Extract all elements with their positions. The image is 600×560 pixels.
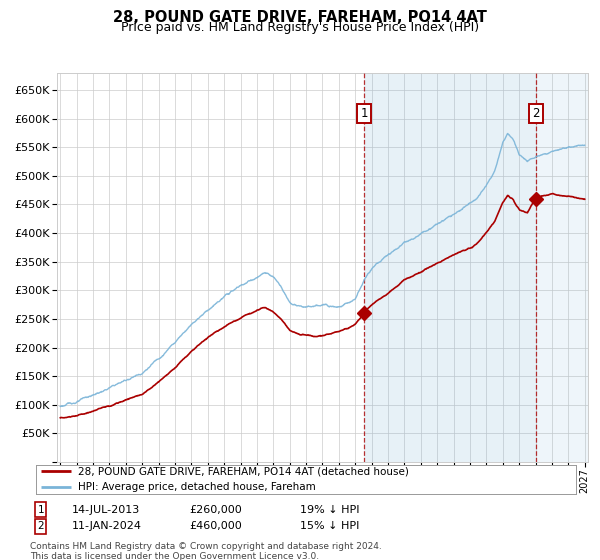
- Text: HPI: Average price, detached house, Fareham: HPI: Average price, detached house, Fare…: [78, 482, 316, 492]
- Text: 28, POUND GATE DRIVE, FAREHAM, PO14 4AT: 28, POUND GATE DRIVE, FAREHAM, PO14 4AT: [113, 10, 487, 25]
- Text: Contains HM Land Registry data © Crown copyright and database right 2024.
This d: Contains HM Land Registry data © Crown c…: [30, 542, 382, 560]
- Text: 1: 1: [361, 107, 368, 120]
- Text: 19% ↓ HPI: 19% ↓ HPI: [300, 505, 359, 515]
- Text: 2: 2: [37, 521, 44, 531]
- Text: 11-JAN-2024: 11-JAN-2024: [72, 521, 142, 531]
- Bar: [536, 73, 588, 462]
- Text: 2: 2: [532, 107, 540, 120]
- Text: 15% ↓ HPI: 15% ↓ HPI: [300, 521, 359, 531]
- Text: Price paid vs. HM Land Registry's House Price Index (HPI): Price paid vs. HM Land Registry's House …: [121, 21, 479, 34]
- Text: £460,000: £460,000: [189, 521, 242, 531]
- Text: 14-JUL-2013: 14-JUL-2013: [72, 505, 140, 515]
- Bar: [364, 73, 536, 462]
- Bar: [536, 73, 588, 462]
- Text: 1: 1: [37, 505, 44, 515]
- Text: 28, POUND GATE DRIVE, FAREHAM, PO14 4AT (detached house): 28, POUND GATE DRIVE, FAREHAM, PO14 4AT …: [78, 466, 409, 477]
- Text: £260,000: £260,000: [189, 505, 242, 515]
